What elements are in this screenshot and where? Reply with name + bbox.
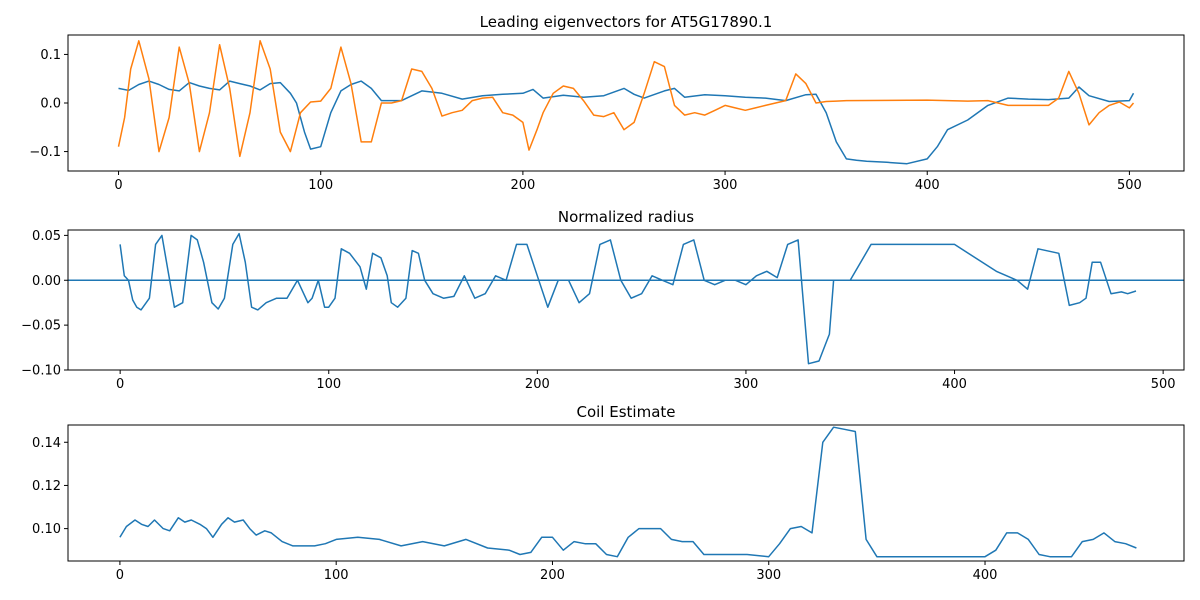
eigenvectors-xtick-label: 300 (713, 178, 738, 193)
normalized-radius-ytick-label: 0.00 (32, 274, 61, 289)
eigenvectors-ytick-label: 0.1 (40, 48, 61, 63)
normalized-radius-title: Normalized radius (558, 208, 694, 226)
eigenvectors-xtick-label: 100 (308, 178, 333, 193)
eigenvectors-series-1-line (117, 40, 1135, 158)
coil-estimate-xtick-label: 200 (540, 568, 565, 583)
coil-estimate-xtick-label: 300 (756, 568, 781, 583)
coil-estimate-panel: Coil Estimate 0 100 200 300 400 0.10 0.12 0.14 (32, 403, 1185, 583)
normalized-radius-xtick-label: 200 (525, 377, 550, 392)
coil-estimate-xtick-label: 0 (116, 568, 124, 583)
eigenvectors-ytick-label: 0.0 (40, 97, 61, 112)
eigenvectors-xtick-label: 500 (1117, 178, 1142, 193)
eigenvectors-xtick-label: 400 (915, 178, 940, 193)
coil-estimate-xtick-label: 100 (324, 568, 349, 583)
coil-estimate-ytick-label: 0.12 (32, 479, 61, 494)
coil-estimate-series-0-line (119, 426, 1137, 558)
eigenvectors-panel: Leading eigenvectors for AT5G17890.1 0 100… (29, 13, 1185, 193)
eigenvectors-axes-frame (67, 34, 1185, 172)
normalized-radius-ytick-label: −0.10 (21, 364, 61, 379)
normalized-radius-ytick-label: 0.05 (32, 229, 61, 244)
normalized-radius-xtick-label: 500 (1151, 377, 1176, 392)
coil-estimate-axes-frame (67, 424, 1185, 562)
normalized-radius-ytick-label: −0.05 (21, 319, 61, 334)
normalized-radius-xtick-label: 0 (116, 377, 124, 392)
eigenvectors-xtick-label: 0 (114, 178, 122, 193)
coil-estimate-ytick-label: 0.10 (32, 522, 61, 537)
eigenvectors-ytick-label: −0.1 (29, 145, 61, 160)
normalized-radius-xtick-label: 300 (734, 377, 759, 392)
eigenvectors-xtick-label: 200 (510, 178, 535, 193)
coil-estimate-title: Coil Estimate (576, 403, 675, 421)
normalized-radius-xtick-label: 100 (316, 377, 341, 392)
normalized-radius-xtick-label: 400 (942, 377, 967, 392)
coil-estimate-ytick-label: 0.14 (32, 436, 61, 451)
coil-estimate-xtick-label: 400 (973, 568, 998, 583)
normalized-radius-panel: Normalized radius 0 100 200 300 400 500 −0.10 −0… (21, 208, 1185, 392)
eigenvectors-series-0-line (118, 80, 1135, 165)
normalized-radius-series-0-line (119, 232, 1137, 365)
normalized-radius-axes-frame (67, 229, 1185, 371)
eigenvectors-title: Leading eigenvectors for AT5G17890.1 (480, 13, 773, 31)
